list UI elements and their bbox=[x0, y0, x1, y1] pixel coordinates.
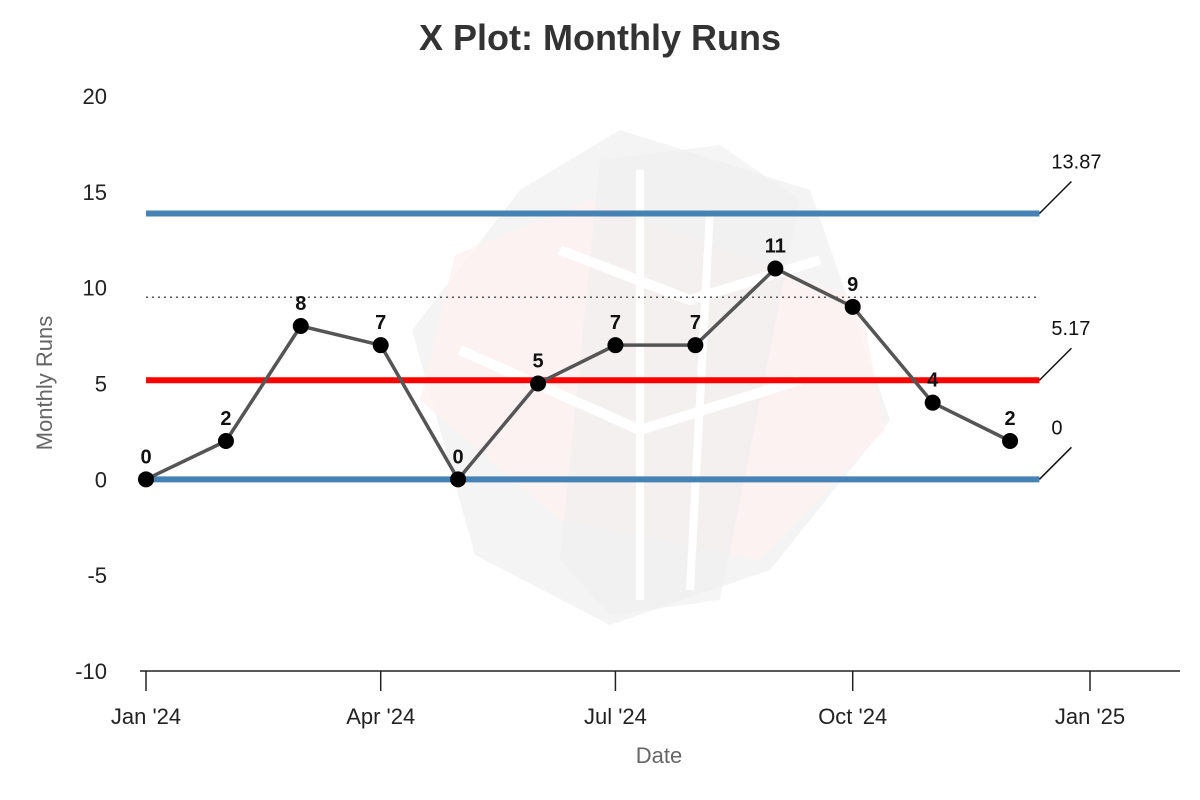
data-point bbox=[530, 375, 547, 392]
watermark-logo bbox=[412, 130, 890, 625]
x-tick-label: Jul '24 bbox=[584, 704, 647, 729]
data-point bbox=[138, 471, 154, 488]
x-tick-label: Jan '24 bbox=[111, 704, 181, 729]
data-label: 8 bbox=[295, 293, 306, 315]
data-point bbox=[1002, 433, 1019, 449]
data-point bbox=[607, 337, 624, 354]
data-point bbox=[767, 260, 784, 277]
y-tick-label: -10 bbox=[75, 659, 107, 684]
y-axis-title: Monthly Runs bbox=[32, 316, 57, 451]
limit-line-upper-limit: 13.87 bbox=[146, 151, 1101, 217]
watermark-shape bbox=[686, 209, 714, 591]
data-point bbox=[844, 298, 861, 315]
data-point bbox=[924, 394, 941, 411]
data-point bbox=[292, 318, 309, 334]
x-tick-label: Jan '25 bbox=[1055, 704, 1125, 729]
y-tick-label: 5 bbox=[95, 372, 107, 397]
data-label: 7 bbox=[690, 312, 701, 334]
data-point bbox=[450, 471, 467, 488]
data-label: 11 bbox=[765, 236, 786, 258]
limit-line-lower-limit: 0 bbox=[146, 417, 1072, 483]
data-point bbox=[687, 337, 704, 354]
y-tick-label: 20 bbox=[83, 84, 107, 109]
y-tick-label: -5 bbox=[87, 563, 107, 588]
series-line bbox=[145, 266, 1011, 482]
y-tick-label: 0 bbox=[95, 467, 107, 492]
y-tick-label: 15 bbox=[83, 180, 107, 205]
data-label: 7 bbox=[610, 312, 621, 334]
upper-limit-label-connector bbox=[1038, 180, 1072, 215]
data-label: 0 bbox=[453, 446, 464, 468]
limit-line-center-line: 5.17 bbox=[146, 318, 1090, 384]
center-line-label-connector bbox=[1038, 347, 1072, 381]
data-point bbox=[217, 433, 234, 449]
lower-limit-label-connector bbox=[1038, 446, 1072, 480]
data-label: 4 bbox=[927, 370, 939, 392]
data-label: 0 bbox=[140, 446, 151, 468]
lower-limit-label: 0 bbox=[1051, 417, 1062, 439]
y-tick-label: 10 bbox=[83, 276, 107, 301]
data-label: 5 bbox=[532, 351, 543, 373]
data-label: 9 bbox=[847, 274, 858, 296]
data-label: 2 bbox=[220, 408, 231, 430]
x-tick-label: Apr '24 bbox=[346, 704, 415, 729]
center-line-label: 5.17 bbox=[1051, 318, 1090, 340]
data-point bbox=[372, 337, 389, 354]
data-label: 7 bbox=[375, 312, 386, 334]
chart-title: X Plot: Monthly Runs bbox=[419, 17, 781, 58]
x-tick-label: Oct '24 bbox=[818, 704, 887, 729]
data-label: 2 bbox=[1004, 408, 1015, 430]
upper-limit-label: 13.87 bbox=[1051, 151, 1101, 173]
x-axis-title: Date bbox=[636, 743, 682, 768]
